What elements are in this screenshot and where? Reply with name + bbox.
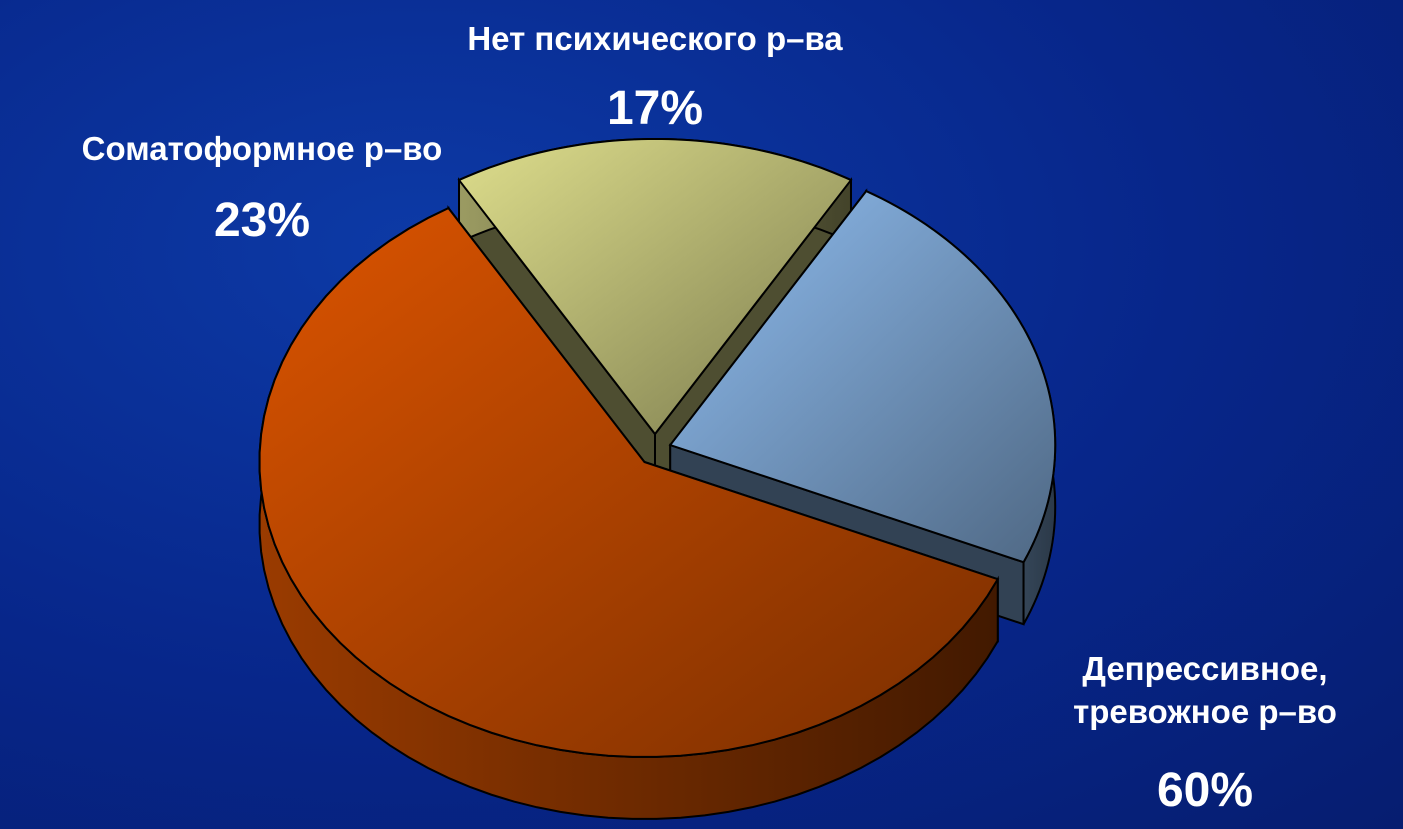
slice: [457, 137, 853, 436]
slice: [258, 206, 1000, 758]
value-label: 23%: [213, 194, 311, 247]
category-label: Нет психического р–ва: [467, 20, 843, 57]
value-label: 60%: [1156, 764, 1254, 817]
value-label: 17%: [606, 82, 704, 135]
category-label: Депрессивное, тревожное р–во: [1073, 650, 1337, 730]
slice: [668, 189, 1057, 564]
category-label: Соматоформное р–во: [81, 130, 443, 167]
